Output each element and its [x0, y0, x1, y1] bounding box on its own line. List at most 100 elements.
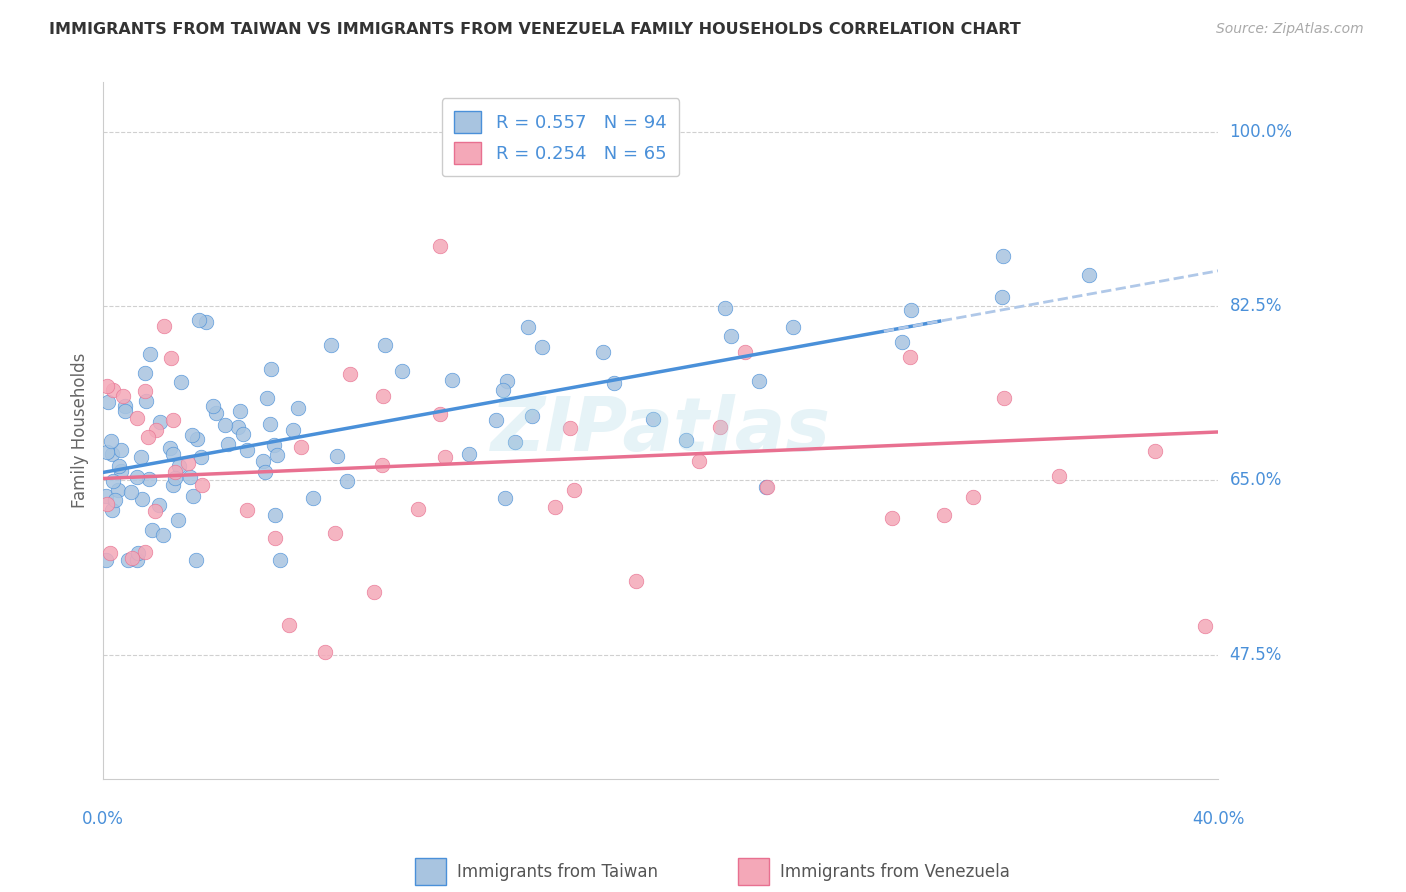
Point	[319, 337, 342, 351]
Point	[371, 458, 394, 473]
Point	[520, 409, 543, 423]
Point	[149, 416, 172, 430]
Point	[153, 319, 176, 334]
Point	[264, 531, 287, 545]
Point	[494, 491, 516, 506]
Point	[256, 392, 278, 406]
Point	[159, 351, 181, 365]
Point	[191, 478, 214, 492]
Point	[314, 645, 336, 659]
Point	[287, 401, 309, 416]
Point	[226, 419, 249, 434]
Point	[544, 500, 567, 514]
Text: Immigrants from Taiwan: Immigrants from Taiwan	[457, 863, 658, 881]
Point	[94, 490, 117, 504]
Point	[101, 503, 124, 517]
Point	[336, 474, 359, 488]
Point	[782, 320, 804, 334]
Point	[97, 395, 120, 409]
Point	[323, 525, 346, 540]
Point	[101, 383, 124, 397]
Point	[125, 553, 148, 567]
Point	[152, 528, 174, 542]
Point	[264, 508, 287, 522]
Point	[993, 391, 1015, 405]
Point	[201, 399, 224, 413]
Point	[141, 523, 163, 537]
Point	[188, 312, 211, 326]
Point	[135, 394, 157, 409]
Point	[114, 399, 136, 413]
Point	[179, 470, 201, 484]
Point	[748, 374, 770, 388]
Point	[181, 489, 204, 503]
Point	[485, 413, 508, 427]
Point	[169, 458, 191, 473]
Point	[281, 423, 304, 437]
Point	[129, 450, 152, 464]
Point	[1232, 542, 1254, 557]
Point	[900, 303, 922, 318]
Point	[266, 448, 288, 462]
Point	[278, 617, 301, 632]
Point	[408, 502, 430, 516]
Point	[259, 417, 281, 431]
Point	[592, 344, 614, 359]
Point	[180, 428, 202, 442]
Text: Immigrants from Venezuela: Immigrants from Venezuela	[780, 863, 1010, 881]
Point	[429, 238, 451, 252]
Point	[429, 408, 451, 422]
Point	[1358, 268, 1381, 283]
Point	[339, 367, 361, 381]
Point	[139, 347, 162, 361]
Point	[107, 483, 129, 497]
Point	[1194, 619, 1216, 633]
Text: 40.0%: 40.0%	[1192, 810, 1244, 828]
Point	[491, 383, 513, 397]
Point	[125, 410, 148, 425]
Point	[433, 450, 456, 465]
Point	[101, 474, 124, 488]
Point	[603, 376, 626, 391]
Point	[145, 423, 167, 437]
Point	[990, 290, 1012, 304]
Legend: R = 0.557   N = 94, R = 0.254   N = 65: R = 0.557 N = 94, R = 0.254 N = 65	[441, 98, 679, 177]
Text: IMMIGRANTS FROM TAIWAN VS IMMIGRANTS FROM VENEZUELA FAMILY HOUSEHOLDS CORRELATIO: IMMIGRANTS FROM TAIWAN VS IMMIGRANTS FRO…	[49, 22, 1021, 37]
Point	[643, 412, 665, 426]
Point	[205, 406, 228, 420]
Point	[114, 404, 136, 418]
Point	[190, 450, 212, 464]
Text: 82.5%: 82.5%	[1230, 297, 1282, 315]
Point	[184, 553, 207, 567]
Point	[688, 454, 710, 468]
Point	[734, 345, 756, 359]
Text: 47.5%: 47.5%	[1230, 646, 1282, 664]
Point	[1251, 437, 1274, 451]
Point	[880, 511, 903, 525]
Point	[458, 447, 481, 461]
Point	[143, 504, 166, 518]
Point	[440, 373, 463, 387]
Point	[217, 436, 239, 450]
Point	[162, 413, 184, 427]
Point	[134, 544, 156, 558]
Point	[98, 546, 121, 560]
Point	[991, 249, 1014, 263]
Point	[138, 472, 160, 486]
Point	[186, 432, 208, 446]
Point	[229, 404, 252, 418]
Point	[148, 498, 170, 512]
Text: Source: ZipAtlas.com: Source: ZipAtlas.com	[1216, 22, 1364, 37]
Point	[110, 464, 132, 478]
Point	[131, 492, 153, 507]
Point	[755, 480, 778, 494]
Point	[260, 362, 283, 376]
Text: 0.0%: 0.0%	[82, 810, 124, 828]
Point	[232, 427, 254, 442]
Point	[253, 465, 276, 479]
Point	[127, 546, 149, 560]
Point	[1144, 443, 1167, 458]
Point	[898, 350, 921, 364]
Point	[269, 553, 291, 567]
Point	[371, 388, 394, 402]
